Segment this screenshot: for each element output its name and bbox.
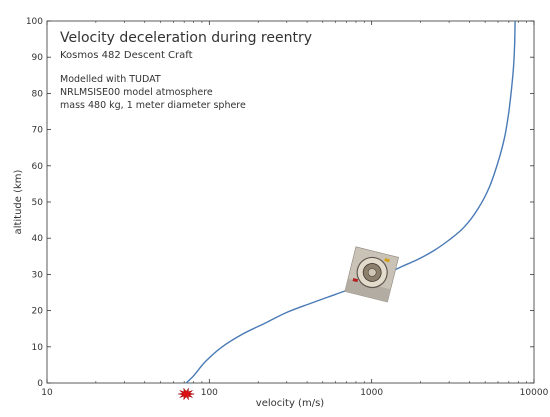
craft-hatch-center bbox=[367, 268, 377, 277]
series-layer bbox=[185, 20, 516, 384]
series-line bbox=[185, 20, 516, 384]
y-tick-label: 0 bbox=[37, 379, 43, 389]
y-tick-label: 20 bbox=[32, 307, 44, 317]
descent-craft-icon bbox=[344, 246, 399, 303]
x-tick-label: 100 bbox=[201, 388, 218, 398]
y-tick-label: 100 bbox=[26, 17, 43, 27]
craft-detail-red bbox=[352, 278, 359, 283]
y-tick-label: 80 bbox=[32, 89, 44, 99]
plot-area bbox=[46, 20, 535, 384]
x-tick-label: 10000 bbox=[520, 388, 549, 398]
annotation-model: Modelled with TUDAT bbox=[60, 74, 161, 85]
chart-subtitle: Kosmos 482 Descent Craft bbox=[60, 50, 193, 61]
x-tick-label: 10 bbox=[41, 388, 53, 398]
x-tick-label: 1000 bbox=[360, 388, 383, 398]
y-tick-label: 30 bbox=[32, 270, 44, 280]
annotation-atmosphere: NRLMSISE00 model atmosphere bbox=[60, 87, 213, 98]
craft-detail-gold bbox=[384, 258, 390, 263]
craft-photo-floor bbox=[344, 278, 391, 303]
y-tick-label: 90 bbox=[32, 53, 44, 63]
y-tick-label: 70 bbox=[32, 126, 44, 136]
marker-layer bbox=[178, 246, 399, 401]
y-tick-label: 10 bbox=[32, 343, 44, 353]
chart-title: Velocity deceleration during reentry bbox=[60, 30, 312, 46]
y-tick-label: 40 bbox=[32, 234, 44, 244]
y-axis-label: altitude (km) bbox=[13, 169, 24, 234]
y-tick-label: 50 bbox=[32, 198, 44, 208]
impact-burst-icon bbox=[178, 387, 195, 401]
x-axis-label: velocity (m/s) bbox=[256, 398, 324, 409]
y-tick-label: 60 bbox=[32, 162, 44, 172]
annotation-mass: mass 480 kg, 1 meter diameter sphere bbox=[60, 100, 246, 111]
